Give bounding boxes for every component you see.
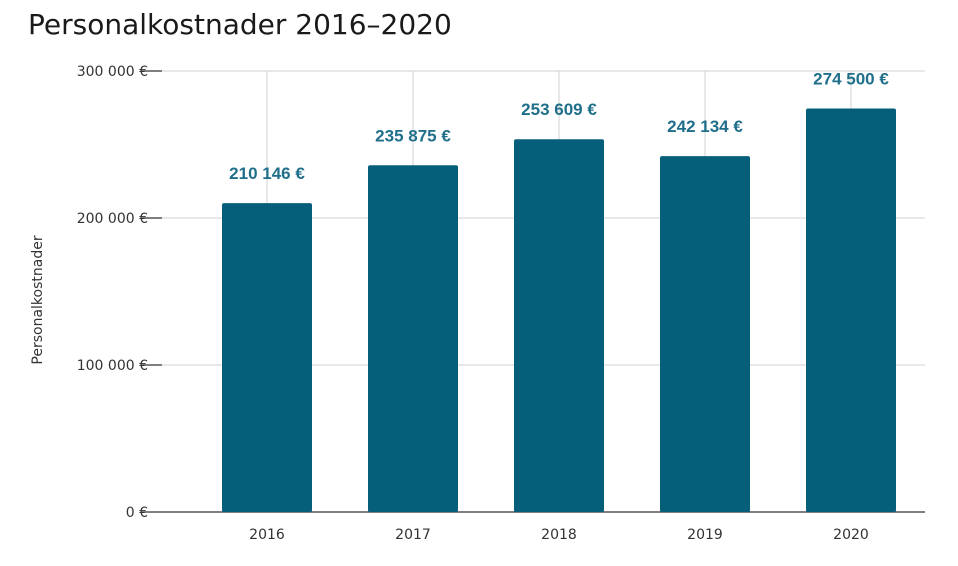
chart-title: Personalkostnader 2016–2020 <box>28 8 452 41</box>
bars <box>222 108 896 513</box>
bar-2017 <box>368 165 458 513</box>
data-label-2018: 253 609 € <box>521 100 597 119</box>
y-tick-label: 100 000 € <box>77 358 148 374</box>
bar-2020 <box>806 108 896 513</box>
x-tick-label: 2019 <box>687 527 723 543</box>
bar-2018 <box>514 139 604 512</box>
bar-2016 <box>222 203 312 512</box>
data-label-2020: 274 500 € <box>813 69 889 88</box>
data-label-2016: 210 146 € <box>229 164 305 183</box>
x-tick-label: 2018 <box>541 527 577 543</box>
x-tick-label: 2020 <box>833 527 869 543</box>
y-tick-label: 300 000 € <box>77 64 148 80</box>
data-labels: 210 146 € 235 875 € 253 609 € 242 134 € 274 … <box>229 69 889 183</box>
y-tick-label: 200 000 € <box>77 211 148 227</box>
bar-2019 <box>660 156 750 512</box>
x-tick-label: 2017 <box>395 527 431 543</box>
data-label-2019: 242 134 € <box>667 117 743 136</box>
x-tick-label: 2016 <box>249 527 285 543</box>
x-axis: 2016 2017 2018 2019 2020 <box>249 527 869 543</box>
y-axis-label: Personalkostnader <box>30 235 46 364</box>
data-label-2017: 235 875 € <box>375 126 451 145</box>
y-axis: 0 € 100 000 € 200 000 € 300 000 € <box>77 64 162 521</box>
y-tick-label: 0 € <box>126 505 148 521</box>
